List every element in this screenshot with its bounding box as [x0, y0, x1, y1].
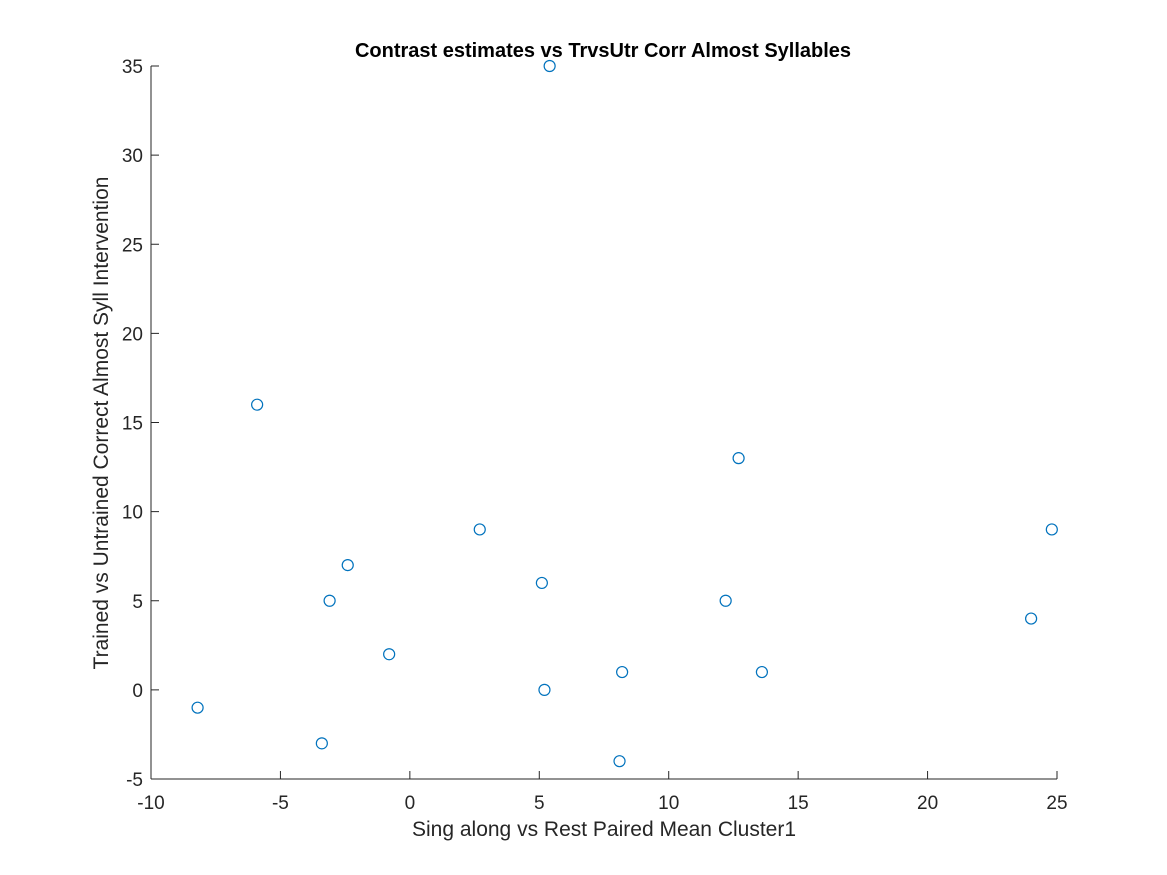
data-point — [341, 558, 354, 572]
y-ticks: -5 0 5 10 15 20 25 30 35 — [122, 57, 159, 791]
y-axis-label: Trained vs Untrained Correct Almost Syll… — [90, 177, 113, 670]
y-tick-label: 5 — [132, 592, 143, 613]
x-tick-label: 15 — [788, 793, 809, 814]
x-tick-label: -10 — [137, 793, 164, 814]
data-point — [251, 398, 264, 411]
x-tick-label: 0 — [405, 793, 416, 814]
data-point — [543, 59, 556, 73]
data-point — [383, 648, 396, 661]
x-ticks: -10 -5 0 5 10 15 20 25 — [137, 771, 1068, 814]
y-tick-label: 25 — [122, 235, 143, 256]
x-tick-label: 10 — [658, 793, 679, 814]
data-point — [191, 701, 204, 714]
data-point — [323, 594, 336, 607]
x-tick-label: -5 — [272, 793, 289, 814]
x-tick-label: 20 — [917, 793, 938, 814]
y-tick-label: 15 — [122, 414, 143, 435]
data-point — [473, 523, 486, 536]
chart-title: Contrast estimates vs TrvsUtr Corr Almos… — [355, 40, 851, 62]
data-point — [755, 665, 769, 679]
x-axis-label: Sing along vs Rest Paired Mean Cluster1 — [412, 818, 796, 841]
data-point — [732, 452, 745, 465]
data-point — [315, 737, 328, 750]
data-points — [191, 59, 1058, 768]
y-tick-label: 0 — [132, 681, 143, 702]
y-tick-label: 10 — [122, 503, 143, 524]
data-point — [613, 755, 626, 768]
x-tick-label: 25 — [1046, 793, 1067, 814]
data-point — [1025, 612, 1038, 625]
y-tick-label: 30 — [122, 146, 143, 167]
data-point — [535, 576, 548, 590]
x-tick-label: 5 — [534, 793, 545, 814]
y-tick-label: -5 — [126, 770, 143, 791]
data-point — [538, 683, 551, 696]
data-point — [1045, 523, 1058, 536]
y-tick-label: 20 — [122, 324, 143, 345]
data-point — [616, 665, 629, 679]
data-point — [719, 594, 732, 607]
y-tick-label: 35 — [122, 57, 143, 78]
